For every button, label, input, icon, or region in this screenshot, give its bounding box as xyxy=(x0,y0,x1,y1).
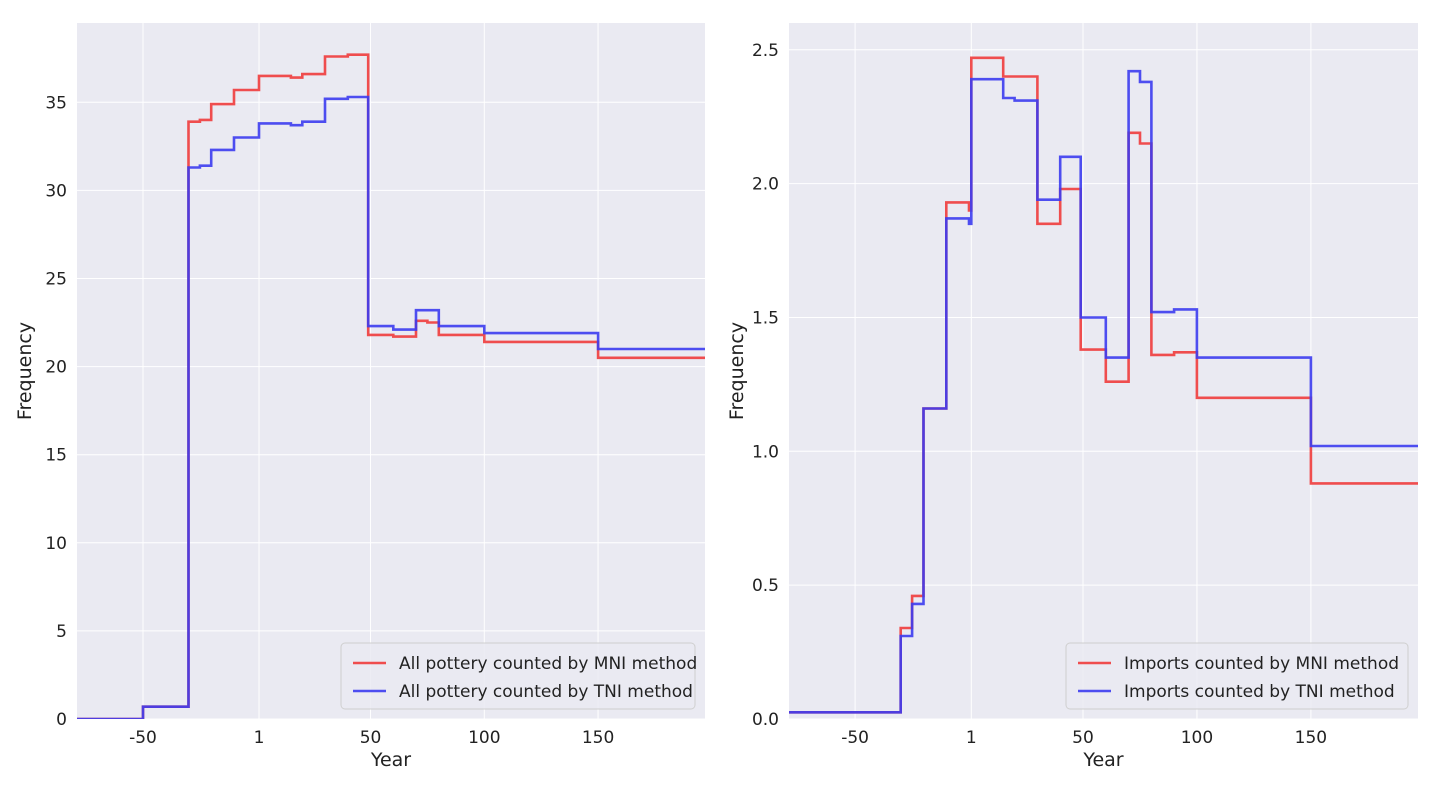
y-tick-label: 15 xyxy=(45,446,67,466)
y-tick-label: 2.5 xyxy=(752,41,779,61)
y-tick-label: 0 xyxy=(56,710,67,730)
y-tick-label: 25 xyxy=(45,269,67,289)
x-axis-label: Year xyxy=(1082,749,1123,771)
legend-frame xyxy=(1065,642,1409,710)
chart-panel-2: 0.00.51.01.52.02.5-50 1 50 100 150YearFreque… xyxy=(726,23,1418,771)
legend-label: All pottery counted by MNI method xyxy=(399,654,697,674)
plot-area xyxy=(77,23,705,719)
x-tick-label: 1 xyxy=(966,728,977,748)
legend-label: All pottery counted by TNI method xyxy=(399,682,693,702)
y-tick-label: 10 xyxy=(45,534,67,554)
legend: Imports counted by MNI method Imports cou… xyxy=(1065,642,1409,710)
series-line-2 xyxy=(77,95,705,719)
x-tick-label: 100 xyxy=(1181,728,1213,748)
x-tick-label: 150 xyxy=(1295,728,1327,748)
y-tick-label: 1.0 xyxy=(752,442,779,462)
series-line-2 xyxy=(789,69,1418,714)
plot-area xyxy=(789,23,1418,719)
y-tick-label: 0.5 xyxy=(752,576,779,596)
legend-label: Imports counted by MNI method xyxy=(1124,654,1399,674)
y-tick-label: 5 xyxy=(56,622,67,642)
x-tick-label: -50 xyxy=(129,728,157,748)
y-tick-label: 20 xyxy=(45,358,67,378)
legend-frame xyxy=(340,642,696,710)
x-tick-label: 50 xyxy=(1072,728,1094,748)
y-tick-label: 2.0 xyxy=(752,175,779,195)
x-tick-label: 50 xyxy=(360,728,382,748)
y-tick-label: 35 xyxy=(45,93,67,113)
x-tick-label: 150 xyxy=(582,728,614,748)
x-tick-label: -50 xyxy=(841,728,869,748)
legend: All pottery counted by MNI method All pot… xyxy=(340,642,697,710)
y-axis-label: Frequency xyxy=(726,322,748,420)
legend-label: Imports counted by TNI method xyxy=(1124,682,1395,702)
y-tick-label: 30 xyxy=(45,181,67,201)
y-axis-label: Frequency xyxy=(14,322,36,420)
x-axis-label: Year xyxy=(370,749,411,771)
x-tick-label: 100 xyxy=(468,728,500,748)
x-tick-label: 1 xyxy=(254,728,265,748)
y-tick-label: 1.5 xyxy=(752,308,779,328)
y-tick-label: 0.0 xyxy=(752,710,779,730)
